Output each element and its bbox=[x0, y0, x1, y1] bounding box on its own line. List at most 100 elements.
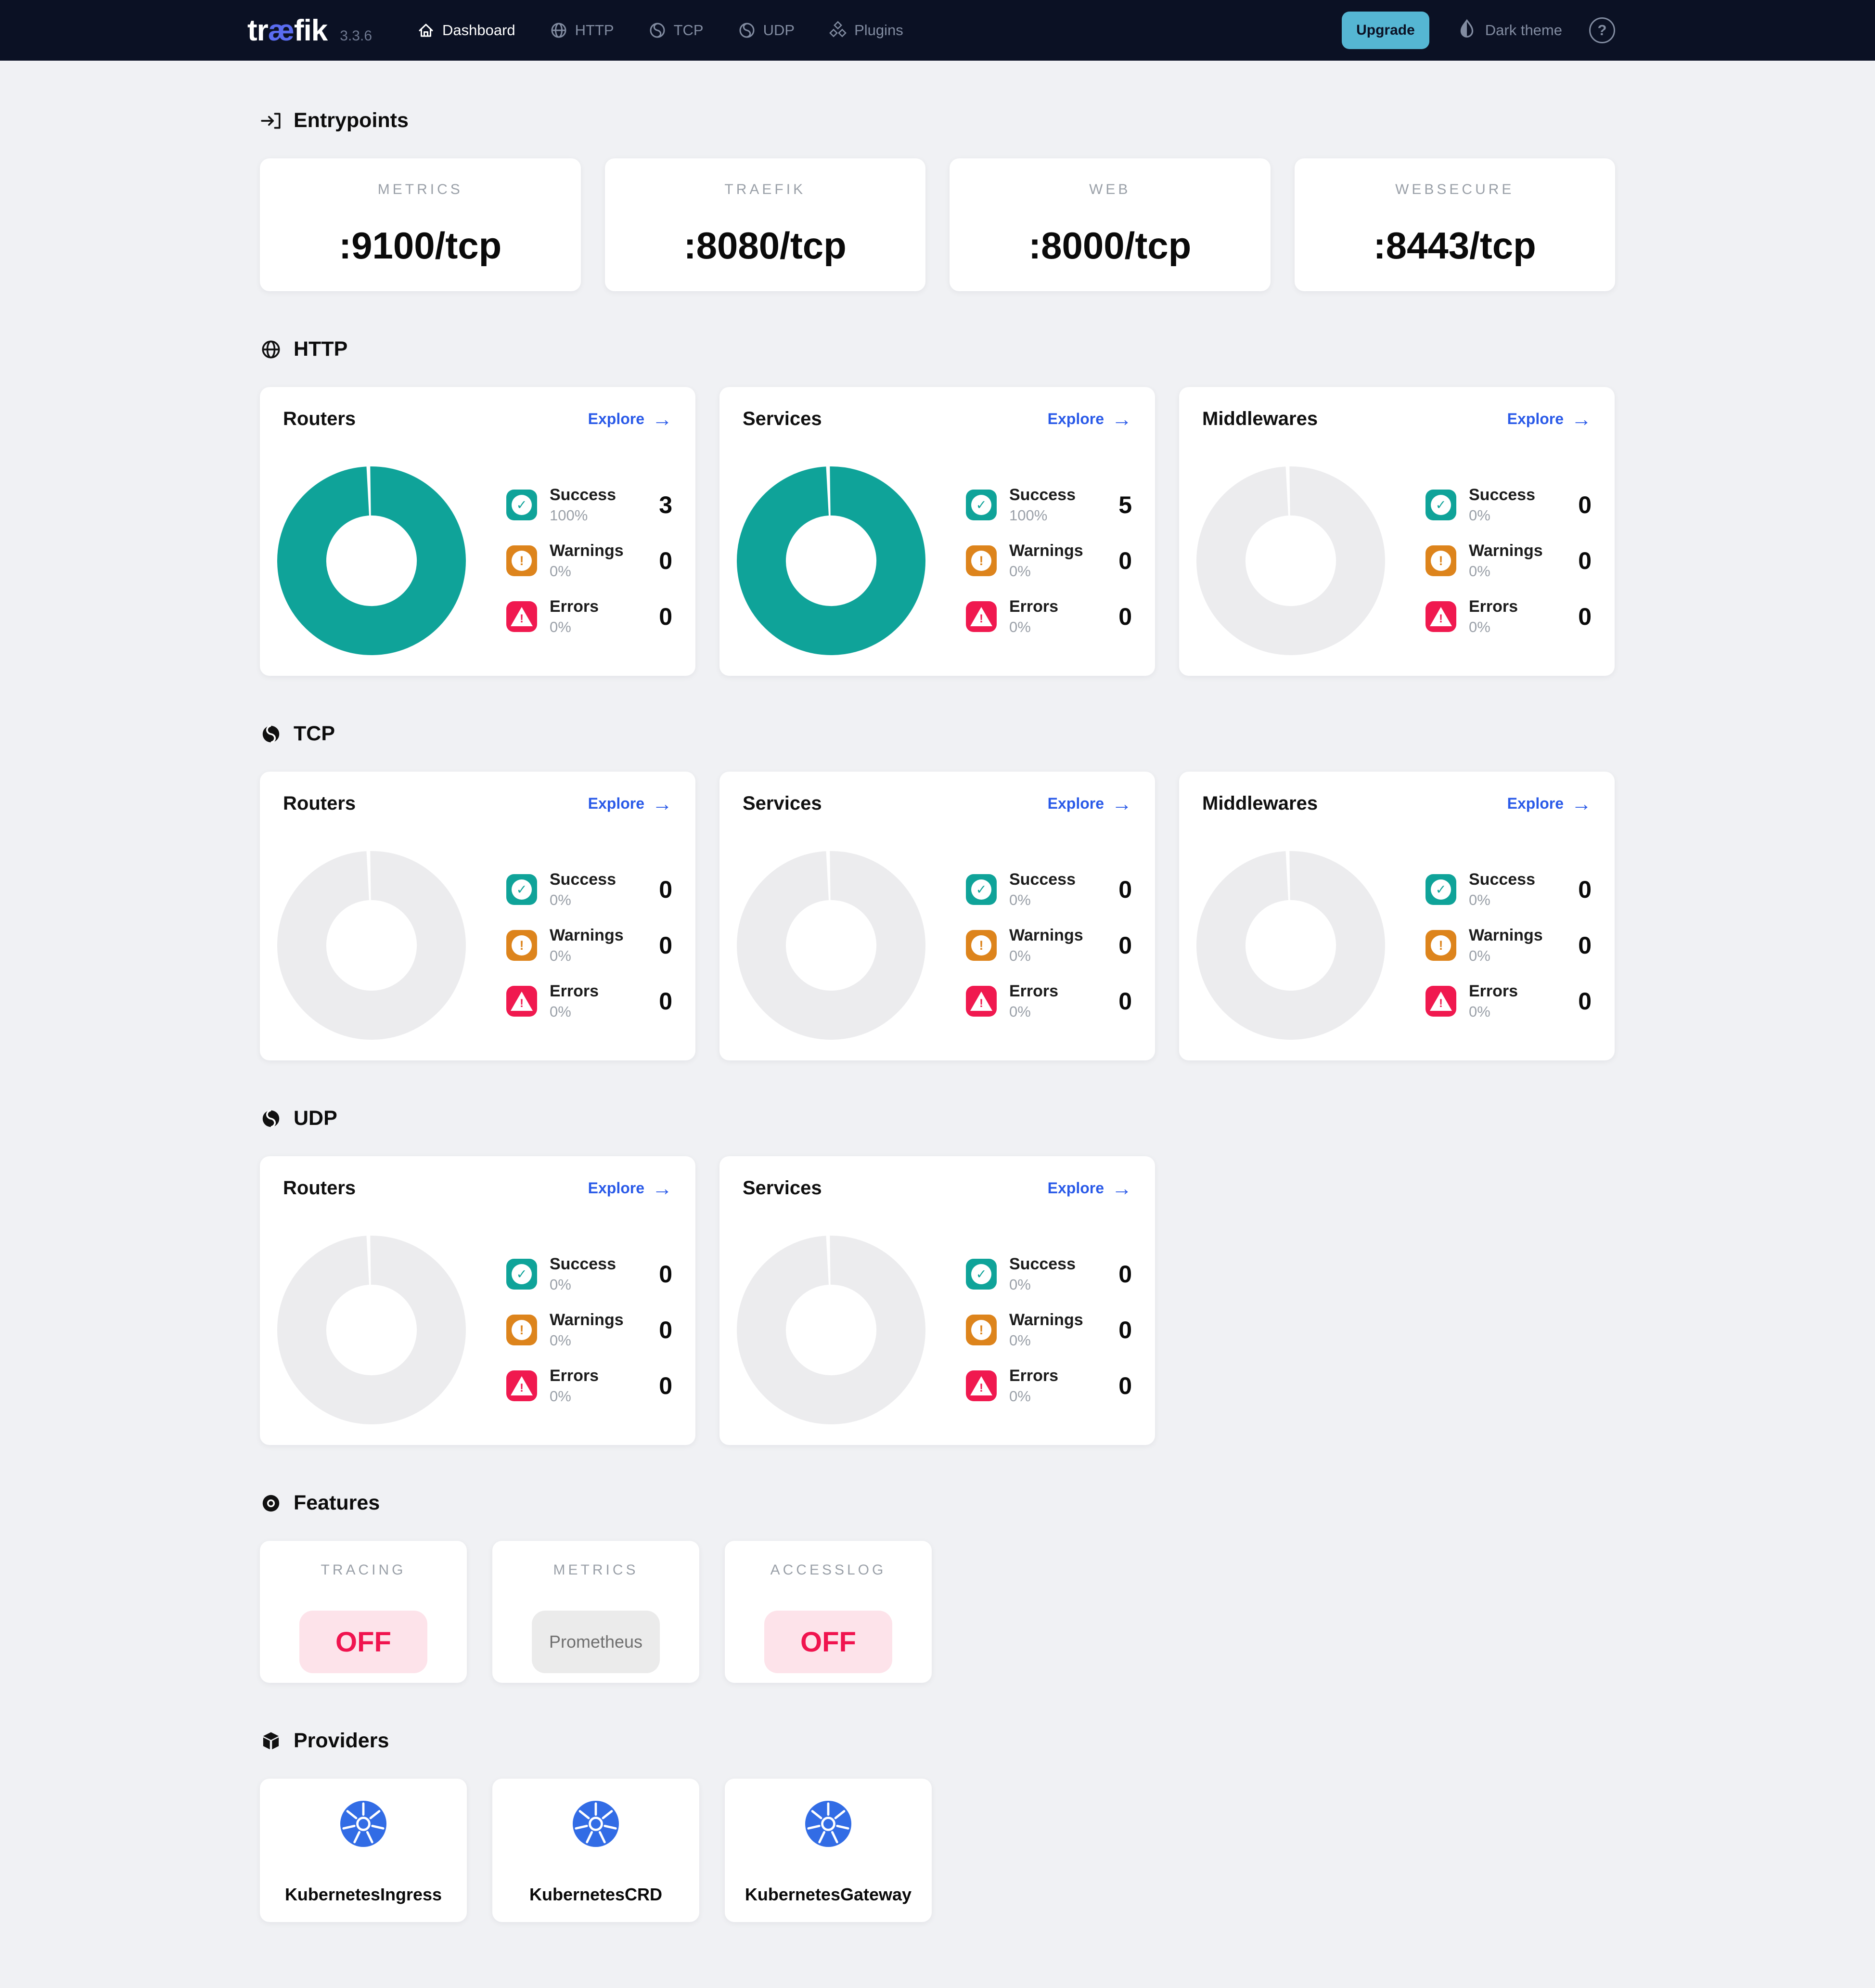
stat-value: 0 bbox=[1578, 491, 1592, 518]
feature-status-badge: OFF bbox=[764, 1611, 892, 1673]
stat-icon: ✓ ! ! bbox=[966, 1259, 997, 1290]
stat-value: 0 bbox=[1118, 988, 1132, 1015]
warning-triangle-icon: ! bbox=[511, 1376, 533, 1395]
card-title: Services bbox=[743, 793, 822, 814]
exclamation-icon: ! bbox=[512, 1320, 532, 1340]
dark-theme-toggle[interactable]: Dark theme bbox=[1456, 18, 1562, 43]
explore-link[interactable]: Explore → bbox=[588, 1176, 672, 1200]
donut-chart bbox=[277, 1236, 466, 1424]
dark-theme-label: Dark theme bbox=[1485, 22, 1562, 39]
exclamation-icon: ! bbox=[1431, 935, 1451, 955]
explore-link[interactable]: Explore → bbox=[1047, 1176, 1132, 1200]
exclamation-icon: ! bbox=[512, 551, 532, 571]
arrow-right-icon: → bbox=[652, 792, 672, 815]
check-icon: ✓ bbox=[971, 495, 991, 515]
exclamation-icon: ! bbox=[1431, 551, 1451, 571]
stat-icon: ✓ ! ! bbox=[966, 986, 997, 1017]
stat-label: Warnings bbox=[1469, 542, 1543, 560]
features-cards: TRACING OFF METRICS Prometheus ACCESSLOG bbox=[260, 1541, 1615, 1683]
nav-item[interactable]: UDP bbox=[737, 21, 795, 40]
warning-triangle-icon: ! bbox=[511, 607, 533, 626]
explore-link[interactable]: Explore → bbox=[588, 407, 672, 430]
nav-item[interactable]: TCP bbox=[648, 21, 704, 40]
nav-item[interactable]: HTTP bbox=[549, 21, 614, 40]
stat-value: 0 bbox=[1118, 547, 1132, 574]
check-icon: ✓ bbox=[1431, 495, 1451, 515]
help-icon[interactable]: ? bbox=[1589, 17, 1615, 43]
explore-link[interactable]: Explore → bbox=[1047, 792, 1132, 815]
nav-item-icon bbox=[828, 21, 848, 40]
stat-row: ✓ ! ! Success 0% bbox=[1426, 486, 1592, 524]
stat-label: Errors bbox=[550, 597, 599, 616]
stat-value: 0 bbox=[1578, 876, 1592, 903]
stat-row: ✓ ! ! Warnings 0% bbox=[966, 1311, 1132, 1349]
stat-value: 0 bbox=[659, 988, 672, 1015]
stat-percent: 0% bbox=[1469, 619, 1490, 635]
entrypoint-card: WEBSECURE :8443/tcp bbox=[1294, 158, 1615, 291]
globe-icon bbox=[262, 340, 280, 359]
explore-link[interactable]: Explore → bbox=[588, 792, 672, 815]
stat-value: 0 bbox=[659, 1372, 672, 1399]
stat-row: ✓ ! ! Errors 0% bbox=[506, 597, 672, 636]
stat-percent: 0% bbox=[550, 1332, 571, 1349]
card-title: Middlewares bbox=[1202, 793, 1318, 814]
stat-value: 0 bbox=[1118, 603, 1132, 630]
stat-icon: ✓ ! ! bbox=[506, 601, 537, 632]
stat-label: Warnings bbox=[550, 542, 624, 560]
stat-label: Success bbox=[1469, 870, 1535, 889]
stat-label: Success bbox=[1009, 1255, 1076, 1273]
provider-card: KubernetesCRD bbox=[492, 1779, 699, 1922]
stat-label: Errors bbox=[1009, 1367, 1059, 1385]
upgrade-button[interactable]: Upgrade bbox=[1342, 12, 1429, 49]
feature-status-badge: OFF bbox=[299, 1611, 427, 1673]
stat-value: 0 bbox=[1118, 1261, 1132, 1288]
stat-label: Warnings bbox=[550, 1311, 624, 1329]
entrypoint-name: WEBSECURE bbox=[1395, 181, 1515, 197]
top-navbar: træfik 3.3.6 Dashboard bbox=[0, 0, 1875, 61]
stat-percent: 0% bbox=[1469, 507, 1490, 524]
entrypoint-card: WEB :8000/tcp bbox=[950, 158, 1271, 291]
stat-value: 0 bbox=[1118, 932, 1132, 959]
stat-percent: 0% bbox=[1469, 891, 1490, 908]
donut-chart bbox=[737, 466, 925, 655]
stat-value: 0 bbox=[659, 932, 672, 959]
nav-item-label: HTTP bbox=[575, 22, 614, 39]
features-title: Features bbox=[260, 1491, 1615, 1515]
explore-link[interactable]: Explore → bbox=[1507, 792, 1592, 815]
globe-icon bbox=[551, 23, 566, 38]
proxy-card: Routers Explore → bbox=[260, 387, 695, 676]
stat-row: ✓ ! ! Errors 0% bbox=[506, 1367, 672, 1405]
proxy-card: Middlewares Explore → bbox=[1179, 387, 1615, 676]
exclamation-icon: ! bbox=[971, 1320, 991, 1340]
stats-list: ✓ ! ! Success 0% bbox=[506, 1255, 672, 1405]
proxy-section-icon bbox=[260, 1108, 282, 1130]
stat-icon: ✓ ! ! bbox=[1426, 874, 1456, 905]
donut-chart bbox=[277, 466, 466, 655]
explore-link[interactable]: Explore → bbox=[1047, 407, 1132, 430]
stat-value: 0 bbox=[659, 1261, 672, 1288]
stat-row: ✓ ! ! Errors 0% bbox=[966, 597, 1132, 636]
stat-label: Errors bbox=[1469, 982, 1518, 1000]
proxy-sections: HTTP Routers Explore → bbox=[260, 337, 1615, 1445]
warning-triangle-icon: ! bbox=[511, 992, 533, 1011]
donut-chart bbox=[277, 851, 466, 1040]
arrow-right-icon: → bbox=[652, 407, 672, 430]
warning-triangle-icon: ! bbox=[970, 1376, 992, 1395]
proxy-section-icon bbox=[260, 723, 282, 745]
brand-name: træfik bbox=[247, 13, 328, 47]
logo-ae-accent: æ bbox=[268, 13, 295, 47]
navbar-actions: Upgrade Dark theme ? bbox=[1342, 12, 1615, 49]
stat-row: ✓ ! ! Errors 0% bbox=[966, 982, 1132, 1020]
entrypoint-port: :8443/tcp bbox=[1373, 224, 1536, 267]
proxy-section-title: TCP bbox=[260, 722, 1615, 746]
explore-link[interactable]: Explore → bbox=[1507, 407, 1592, 430]
card-title: Services bbox=[743, 408, 822, 429]
contrast-droplet-icon bbox=[1456, 18, 1477, 43]
nav-item[interactable]: Dashboard bbox=[416, 21, 515, 40]
entrypoint-port: :8000/tcp bbox=[1028, 224, 1192, 267]
nav-item[interactable]: Plugins bbox=[828, 21, 903, 40]
warning-triangle-icon: ! bbox=[1430, 992, 1452, 1011]
stat-row: ✓ ! ! Errors 0% bbox=[506, 982, 672, 1020]
stat-row: ✓ ! ! Warnings 0% bbox=[1426, 542, 1592, 580]
stat-label: Errors bbox=[550, 982, 599, 1000]
